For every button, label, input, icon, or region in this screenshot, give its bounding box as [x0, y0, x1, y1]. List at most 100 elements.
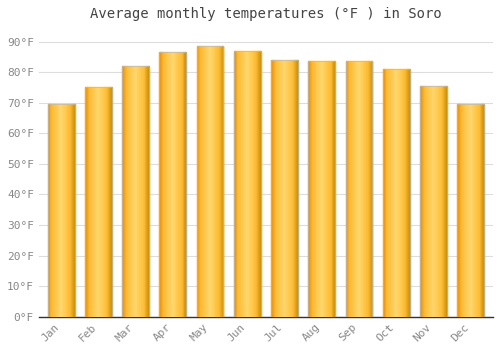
Bar: [184, 52, 186, 317]
Bar: [196, 46, 198, 317]
Bar: [480, 104, 482, 317]
Bar: [383, 69, 409, 317]
Bar: [211, 46, 212, 317]
Bar: [402, 69, 404, 317]
Bar: [458, 104, 459, 317]
Bar: [357, 62, 358, 317]
Bar: [63, 104, 64, 317]
Bar: [101, 88, 102, 317]
Bar: [310, 62, 311, 317]
Bar: [71, 104, 72, 317]
Bar: [348, 62, 349, 317]
Bar: [316, 62, 318, 317]
Bar: [428, 86, 429, 317]
Bar: [146, 66, 147, 317]
Bar: [364, 62, 366, 317]
Bar: [346, 62, 348, 317]
Bar: [430, 86, 431, 317]
Bar: [423, 86, 424, 317]
Bar: [466, 104, 467, 317]
Bar: [483, 104, 484, 317]
Bar: [130, 66, 131, 317]
Bar: [180, 52, 181, 317]
Bar: [133, 66, 134, 317]
Bar: [464, 104, 466, 317]
Bar: [238, 51, 240, 317]
Bar: [60, 104, 61, 317]
Bar: [271, 60, 272, 317]
Bar: [391, 69, 392, 317]
Bar: [87, 88, 88, 317]
Bar: [400, 69, 402, 317]
Bar: [123, 66, 124, 317]
Bar: [420, 86, 447, 317]
Bar: [314, 62, 316, 317]
Bar: [256, 51, 257, 317]
Bar: [234, 51, 260, 317]
Bar: [106, 88, 108, 317]
Bar: [289, 60, 290, 317]
Bar: [143, 66, 144, 317]
Bar: [50, 104, 51, 317]
Bar: [352, 62, 353, 317]
Bar: [95, 88, 96, 317]
Bar: [103, 88, 104, 317]
Bar: [436, 86, 437, 317]
Bar: [359, 62, 360, 317]
Bar: [144, 66, 146, 317]
Bar: [174, 52, 176, 317]
Bar: [442, 86, 444, 317]
Bar: [70, 104, 71, 317]
Bar: [222, 46, 224, 317]
Bar: [437, 86, 438, 317]
Bar: [134, 66, 136, 317]
Bar: [278, 60, 279, 317]
Bar: [392, 69, 394, 317]
Bar: [170, 52, 171, 317]
Bar: [361, 62, 362, 317]
Bar: [358, 62, 359, 317]
Bar: [420, 86, 421, 317]
Bar: [62, 104, 63, 317]
Bar: [308, 62, 335, 317]
Bar: [236, 51, 238, 317]
Bar: [351, 62, 352, 317]
Bar: [273, 60, 274, 317]
Bar: [91, 88, 92, 317]
Bar: [257, 51, 258, 317]
Bar: [312, 62, 313, 317]
Bar: [100, 88, 101, 317]
Bar: [55, 104, 56, 317]
Bar: [475, 104, 476, 317]
Bar: [368, 62, 369, 317]
Bar: [479, 104, 480, 317]
Bar: [459, 104, 460, 317]
Bar: [259, 51, 260, 317]
Bar: [334, 62, 335, 317]
Bar: [313, 62, 314, 317]
Bar: [200, 46, 201, 317]
Bar: [92, 88, 93, 317]
Bar: [346, 62, 372, 317]
Bar: [429, 86, 430, 317]
Bar: [58, 104, 59, 317]
Bar: [128, 66, 130, 317]
Bar: [94, 88, 95, 317]
Bar: [53, 104, 54, 317]
Bar: [284, 60, 286, 317]
Bar: [209, 46, 210, 317]
Bar: [64, 104, 66, 317]
Bar: [321, 62, 322, 317]
Bar: [292, 60, 294, 317]
Bar: [390, 69, 391, 317]
Bar: [147, 66, 148, 317]
Bar: [243, 51, 244, 317]
Bar: [122, 66, 149, 317]
Bar: [274, 60, 276, 317]
Bar: [138, 66, 139, 317]
Bar: [327, 62, 328, 317]
Bar: [69, 104, 70, 317]
Bar: [163, 52, 164, 317]
Bar: [208, 46, 209, 317]
Bar: [271, 60, 298, 317]
